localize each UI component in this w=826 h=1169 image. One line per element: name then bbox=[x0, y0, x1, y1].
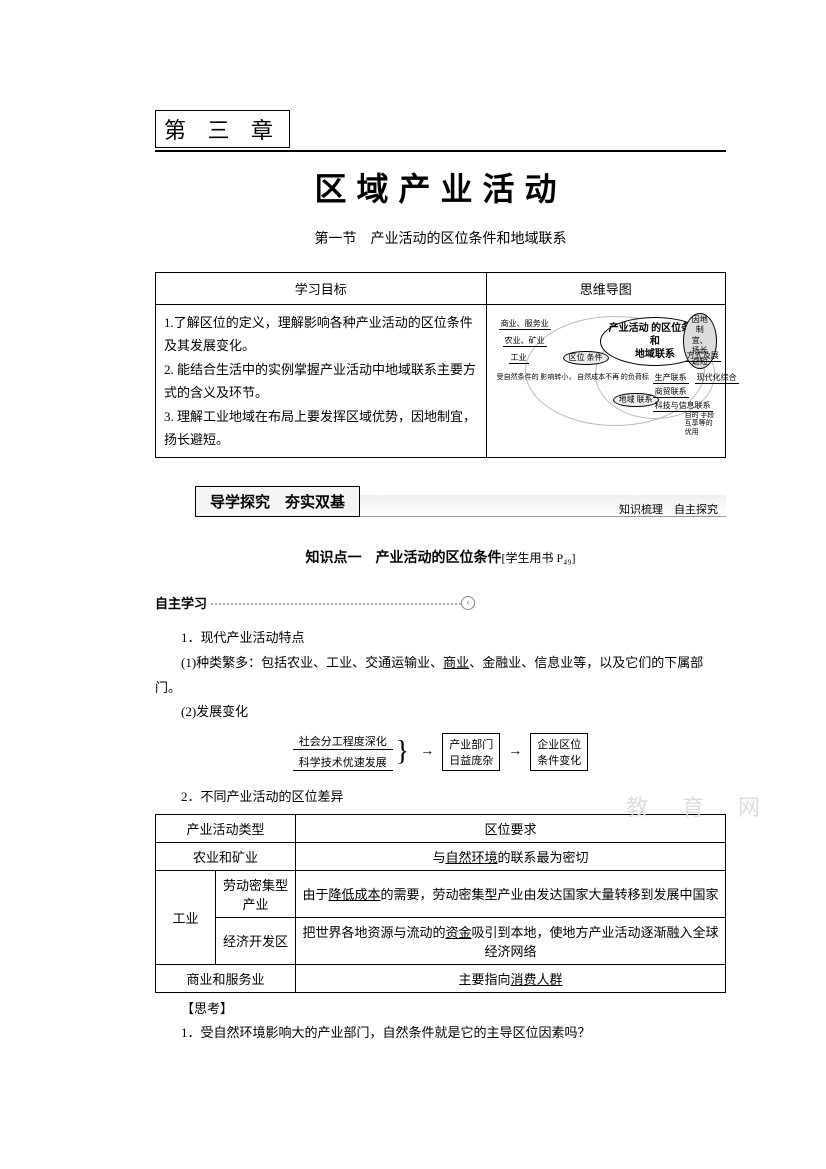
banner: 导学探究 夯实双基 知识梳理 自主探究 bbox=[155, 486, 726, 517]
underline-text: 商业 bbox=[443, 655, 469, 670]
table-row: 商业和服务业 主要指向消费人群 bbox=[156, 964, 726, 992]
cm-node: 生产联系 bbox=[653, 373, 689, 384]
heading-1: 1．现代产业活动特点 bbox=[155, 626, 726, 651]
goal-item: 3. 理解工业地域在布局上要发挥区域优势，因地制宜，扬长避短。 bbox=[164, 405, 478, 452]
main-title: 区域产业活动 bbox=[155, 164, 726, 210]
goals-table: 学习目标 思维导图 1.了解区位的定义，理解影响各种产业活动的区位条件及其发展变… bbox=[155, 272, 726, 458]
cm-node: 受自然条件的 影响转小， 自然成本不再 的负荷标 bbox=[497, 373, 649, 381]
goal-item: 2. 能结合生活中的实例掌握产业活动中地域联系主要方式的含义及环节。 bbox=[164, 358, 478, 405]
text: 的需要，劳动密集型产业由发达国家大量转移到发展中国家 bbox=[381, 887, 719, 902]
cm-node: 方式及展 bbox=[685, 351, 721, 362]
table-cell: 把世界各地资源与流动的资金吸引到本地，使地方产业活动逐渐融入全球经济网络 bbox=[296, 917, 726, 964]
arrow-icon: → bbox=[412, 744, 442, 760]
table-row: 工业 劳动密集型产业 由于降低成本的需要，劳动密集型产业由发达国家大量转移到发展… bbox=[156, 870, 726, 917]
think-question: 1．受自然环境影响大的产业部门，自然条件就是它的主导区位因素吗？ bbox=[155, 1021, 726, 1046]
table-cell: 农业和矿业 bbox=[156, 842, 296, 870]
table-cell: 与自然环境的联系最为密切 bbox=[296, 842, 726, 870]
text: 的联系最为密切 bbox=[498, 850, 589, 865]
flow-item: 社会分工程度深化 bbox=[293, 733, 393, 750]
text: 把世界各地资源与流动的 bbox=[302, 925, 445, 940]
concept-map-cell: 商业、服务业 农业、矿业 工业 受自然条件的 影响转小， 自然成本不再 的负荷标… bbox=[486, 305, 725, 458]
goal-item: 1.了解区位的定义，理解影响各种产业活动的区位条件及其发展变化。 bbox=[164, 311, 478, 358]
underline-text: 自然环境 bbox=[445, 850, 497, 865]
self-study-label: 自主学习 bbox=[155, 593, 211, 612]
flow-item: 产业部门 bbox=[449, 736, 493, 752]
text: 由于 bbox=[302, 887, 328, 902]
flow-item: 条件变化 bbox=[537, 752, 581, 768]
bracket-icon: } bbox=[393, 736, 412, 768]
cm-node: 商贸联系 bbox=[653, 387, 689, 398]
table-cell: 劳动密集型产业 bbox=[216, 870, 296, 917]
text: (1)种类繁多：包括农业、工业、交通运输业、 bbox=[181, 655, 443, 670]
table-cell: 商业和服务业 bbox=[156, 964, 296, 992]
knowledge-main: 知识点一 产业活动的区位条件 bbox=[305, 551, 501, 566]
cm-node: 工业 bbox=[509, 353, 529, 364]
text: 与 bbox=[432, 850, 445, 865]
goals-list: 1.了解区位的定义，理解影响各种产业活动的区位条件及其发展变化。 2. 能结合生… bbox=[156, 305, 487, 458]
table-header: 区位要求 bbox=[296, 814, 726, 842]
banner-sub: 知识梳理 自主探究 bbox=[360, 495, 726, 517]
chapter-box: 第 三 章 bbox=[155, 110, 290, 148]
underline-text: 资金 bbox=[445, 925, 471, 940]
underline-text: 降低成本 bbox=[328, 887, 380, 902]
flow-item: 科学技术优速发展 bbox=[293, 754, 393, 771]
concept-map: 商业、服务业 农业、矿业 工业 受自然条件的 影响转小， 自然成本不再 的负荷标… bbox=[495, 311, 717, 441]
knowledge-title: 知识点一 产业活动的区位条件[学生用书 P₄₉] bbox=[155, 547, 726, 567]
dots-line bbox=[211, 600, 461, 605]
self-study-header: 自主学习 ‹ bbox=[155, 593, 726, 612]
cm-node: 农业、矿业 bbox=[503, 336, 547, 347]
underline-text: 消费人群 bbox=[511, 972, 563, 987]
table-row: 农业和矿业 与自然环境的联系最为密切 bbox=[156, 842, 726, 870]
think-label: 【思考】 bbox=[155, 997, 726, 1022]
banner-tail: 知识梳理 自主探究 bbox=[360, 495, 726, 517]
table-cell: 工业 bbox=[156, 870, 216, 964]
table-cell: 主要指向消费人群 bbox=[296, 964, 726, 992]
goals-header-left: 学习目标 bbox=[156, 273, 487, 305]
circle-arrow-icon: ‹ bbox=[461, 596, 475, 610]
flow-item: 日益庞杂 bbox=[449, 752, 493, 768]
goals-header-right: 思维导图 bbox=[486, 273, 725, 305]
cm-node: 商业、服务业 bbox=[499, 319, 551, 330]
section-title: 第一节 产业活动的区位条件和地域联系 bbox=[155, 228, 726, 248]
table-header: 产业活动类型 bbox=[156, 814, 296, 842]
knowledge-ref: [学生用书 P₄₉] bbox=[501, 551, 575, 565]
flow-diagram: 社会分工程度深化 科学技术优速发展 } → 产业部门 日益庞杂 → 企业区位 条… bbox=[155, 733, 726, 771]
table-cell: 由于降低成本的需要，劳动密集型产业由发达国家大量转移到发展中国家 bbox=[296, 870, 726, 917]
table-row: 经济开发区 把世界各地资源与流动的资金吸引到本地，使地方产业活动逐渐融入全球经济… bbox=[156, 917, 726, 964]
text: 吸引到本地，使地方产业活动逐渐融入全球经济网络 bbox=[472, 925, 719, 959]
location-table: 产业活动类型 区位要求 农业和矿业 与自然环境的联系最为密切 工业 劳动密集型产… bbox=[155, 814, 726, 993]
para-1-1: (1)种类繁多：包括农业、工业、交通运输业、商业、金融业、信息业等，以及它们的下… bbox=[155, 651, 726, 700]
text: 主要指向 bbox=[458, 972, 510, 987]
arrow-icon: → bbox=[500, 744, 530, 760]
table-row: 产业活动类型 区位要求 bbox=[156, 814, 726, 842]
cm-node: 目的 手段 互享等的优用 bbox=[685, 411, 717, 436]
flow-item: 企业区位 bbox=[537, 736, 581, 752]
banner-main: 导学探究 夯实双基 bbox=[195, 486, 360, 517]
table-cell: 经济开发区 bbox=[216, 917, 296, 964]
para-1-2: (2)发展变化 bbox=[155, 700, 726, 725]
heading-2: 2．不同产业活动的区位差异 bbox=[155, 785, 726, 810]
cm-node: 现代化综合 bbox=[695, 373, 739, 384]
